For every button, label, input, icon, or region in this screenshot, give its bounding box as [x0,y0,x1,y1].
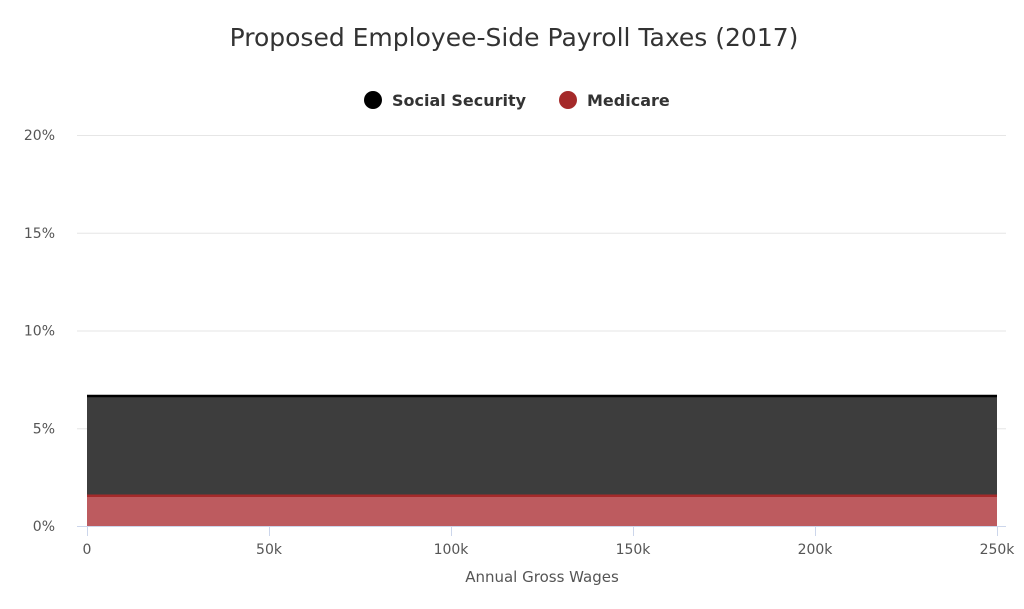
y-tick-label: 0% [33,519,55,535]
legend-label: Medicare [587,91,670,110]
grid [77,135,1006,430]
x-axis-title: Annual Gross Wages [465,568,619,586]
x-tick-label: 150k [616,542,652,558]
legend-marker [559,91,577,109]
plot-area [87,394,997,526]
y-tick-label: 15% [24,226,55,242]
x-tick-label: 0 [83,542,92,558]
y-tick-label: 20% [24,128,55,144]
legend: Social Security Medicare [364,91,670,110]
y-tick-label: 5% [33,421,55,437]
x-tick-label: 100k [434,542,470,558]
y-tick-label: 10% [24,324,55,340]
axes: 0% 5% 10% 15% 20% 0 50k 100k 150k 200k 250k [24,128,1015,558]
social-security-area [87,395,997,496]
medicare-area [87,495,997,526]
legend-item-social-security: Social Security [364,91,527,110]
legend-item-medicare: Medicare [559,91,670,110]
x-tick-label: 250k [980,542,1016,558]
x-tick-label: 50k [256,542,283,558]
legend-label: Social Security [392,91,527,110]
legend-marker [364,91,382,109]
x-tick-label: 200k [798,542,834,558]
chart-title: Proposed Employee-Side Payroll Taxes (20… [230,23,799,52]
